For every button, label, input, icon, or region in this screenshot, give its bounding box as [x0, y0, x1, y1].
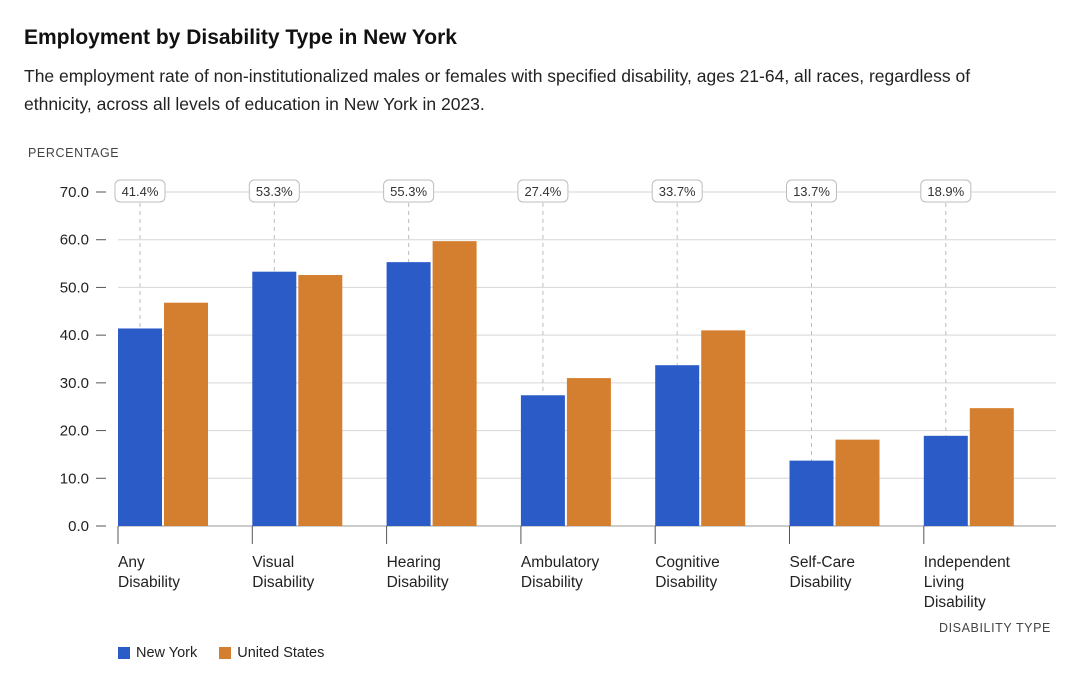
y-tick-label: 40.0: [60, 327, 89, 344]
legend-item-united-states: United States: [219, 645, 324, 661]
category-label: Disability: [655, 574, 717, 591]
annotation-box: [114, 179, 166, 203]
bar-united-states: [701, 330, 746, 526]
annotation-label: 18.9%: [927, 184, 964, 199]
y-axis-title: PERCENTAGE: [28, 146, 119, 160]
category-label: Disability: [252, 574, 314, 591]
category-label: Disability: [521, 574, 583, 591]
annotation-label: 41.4%: [122, 184, 159, 199]
bar-new-york: [118, 328, 162, 526]
legend-swatch-new-york: [118, 647, 130, 659]
legend-swatch-united-states: [219, 647, 232, 659]
annotation-box: [248, 179, 300, 203]
category-label: Disability: [387, 574, 449, 591]
legend-item-new-york: New York: [118, 645, 197, 661]
bar-new-york: [923, 435, 968, 526]
category-label: Any: [118, 554, 145, 571]
annotation-box: [920, 179, 972, 203]
y-tick-label: 30.0: [60, 375, 89, 392]
y-tick-label: 60.0: [60, 232, 89, 249]
annotation-label: 13.7%: [793, 184, 830, 199]
chart-title: Employment by Disability Type in New Yor…: [24, 26, 457, 49]
y-tick-label: 50.0: [60, 279, 89, 296]
category-label: Living: [924, 574, 965, 591]
category-label: Disability: [924, 594, 986, 611]
annotation-label: 27.4%: [524, 184, 561, 199]
chart-subtitle: The employment rate of non-institutional…: [24, 66, 971, 114]
annotation-label: 33.7%: [659, 184, 696, 199]
bar-united-states: [835, 439, 880, 526]
legend-label-united-states: United States: [237, 645, 325, 661]
bar-new-york: [655, 365, 700, 526]
y-tick-label: 20.0: [60, 423, 89, 440]
y-tick-label: 70.0: [60, 184, 89, 201]
annotation-label: 53.3%: [256, 184, 293, 199]
category-label: Disability: [790, 574, 852, 591]
bar-new-york: [252, 271, 297, 526]
bar-united-states: [566, 378, 611, 526]
annotation-box: [383, 179, 435, 203]
category-label: Ambulatory: [521, 554, 600, 571]
bar-united-states: [432, 241, 477, 526]
y-tick-label: 10.0: [60, 470, 89, 487]
category-label: Self-Care: [790, 554, 855, 571]
category-label: Cognitive: [655, 554, 720, 571]
annotation-box: [651, 179, 703, 203]
bar-new-york: [520, 395, 565, 526]
category-label: Visual: [252, 554, 294, 571]
y-tick-label: 0.0: [68, 518, 89, 535]
bar-united-states: [298, 275, 343, 526]
bar-united-states: [164, 302, 208, 526]
legend-label-new-york: New York: [136, 645, 198, 661]
category-label: Hearing: [387, 554, 441, 571]
bar-united-states: [969, 408, 1014, 526]
annotation-box: [517, 179, 569, 203]
legend: New York United States: [118, 645, 346, 661]
x-axis-title: DISABILITY TYPE: [939, 621, 1051, 635]
bar-new-york: [386, 262, 431, 526]
annotation-label: 55.3%: [390, 184, 427, 199]
category-label: Independent: [924, 554, 1011, 571]
bar-new-york: [789, 460, 834, 526]
category-label: Disability: [118, 574, 180, 591]
annotation-box: [786, 179, 837, 203]
